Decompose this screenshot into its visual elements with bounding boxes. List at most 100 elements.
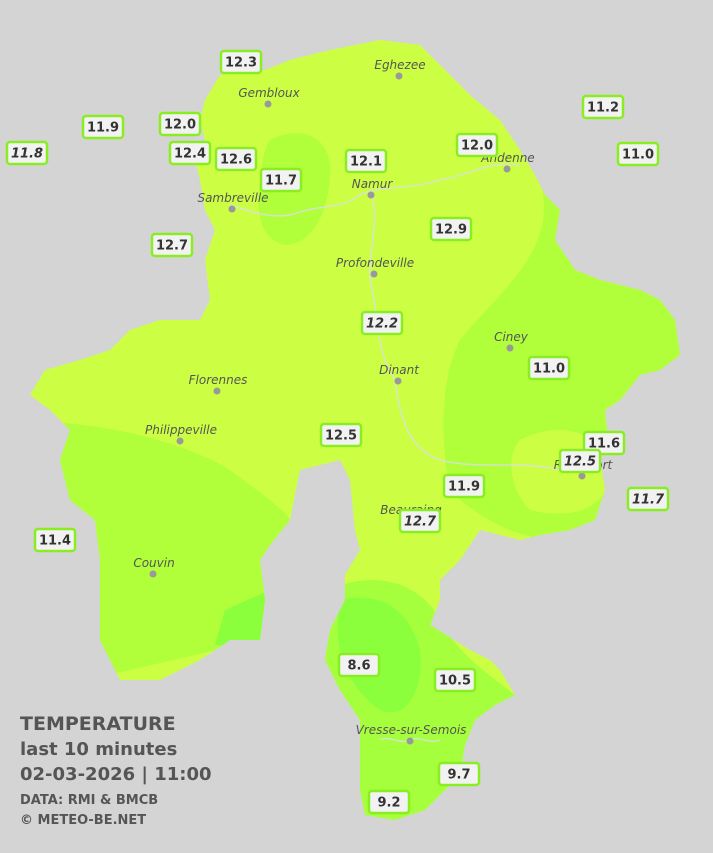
- station: 12.6: [214, 146, 258, 172]
- station-value: 9.7: [447, 768, 470, 783]
- town-dot: [406, 737, 414, 745]
- station-box: [337, 652, 381, 678]
- subtitle: last 10 minutes: [20, 739, 177, 760]
- station: 11.9: [81, 114, 125, 140]
- station-box: [429, 216, 473, 242]
- station-box: [360, 310, 404, 336]
- station: 11.7: [626, 486, 670, 512]
- station-box: [442, 473, 486, 499]
- station-value: 12.4: [174, 147, 206, 162]
- station-box: [367, 789, 411, 815]
- station: 11.2: [581, 94, 625, 120]
- town-dot: [176, 437, 184, 445]
- station-value: 11.4: [39, 534, 71, 549]
- station-box: [158, 111, 202, 137]
- town-label: Ciney: [494, 330, 529, 344]
- town-dot: [395, 72, 403, 80]
- station-box: [150, 232, 194, 258]
- town-dot: [503, 165, 511, 173]
- town-dot: [367, 191, 375, 199]
- station: 12.0: [158, 111, 202, 137]
- station: 11.4: [33, 527, 77, 553]
- station: 10.5: [433, 667, 477, 693]
- station-box: [33, 527, 77, 553]
- station-box: [527, 355, 571, 381]
- station-value: 8.6: [347, 659, 370, 674]
- station: 12.5: [558, 448, 602, 474]
- station: 8.6: [337, 652, 381, 678]
- station-box: [455, 132, 499, 158]
- town-label: Dinant: [379, 363, 420, 377]
- town-dot: [213, 387, 221, 395]
- station-box: [344, 148, 388, 174]
- datetime: 02-03-2026 | 11:00: [20, 764, 212, 785]
- town-label: Profondeville: [336, 256, 414, 270]
- station-value: 11.7: [265, 174, 297, 189]
- town-dot: [394, 377, 402, 385]
- town-label: Philippeville: [145, 423, 217, 437]
- station-value: 9.2: [377, 796, 400, 811]
- station: 11.6: [582, 430, 626, 456]
- station-box: [319, 422, 363, 448]
- station-value: 12.5: [325, 429, 357, 444]
- station-box: [433, 667, 477, 693]
- station-value: 11.7: [632, 493, 665, 508]
- station-box: [558, 448, 602, 474]
- towns: EghezeeGemblouxAndenneNamurSambrevillePr…: [133, 58, 614, 745]
- station-value: 12.3: [225, 56, 257, 71]
- town-label: Vresse-sur-Semois: [356, 723, 467, 737]
- station: 12.2: [360, 310, 404, 336]
- station-box: [219, 49, 263, 75]
- station-box: [259, 167, 303, 193]
- credit: © METEO-BE.NET: [20, 813, 146, 828]
- town-dot: [506, 344, 514, 352]
- station-value: 11.0: [622, 148, 654, 163]
- town-label: Eghezee: [374, 58, 425, 72]
- station: 11.9: [442, 473, 486, 499]
- town-dot: [578, 472, 586, 480]
- station: 9.7: [437, 761, 481, 787]
- zone-cold: [215, 590, 270, 650]
- station-value: 12.2: [366, 317, 398, 332]
- stations: 12.3 11.9 11.8 12.0 12.4 12.6 11.7 12.1 12.0 11.2…: [5, 49, 670, 815]
- station-value: 12.9: [435, 223, 467, 238]
- station-box: [437, 761, 481, 787]
- town-label: Sambreville: [197, 191, 268, 205]
- station-box: [5, 140, 49, 166]
- station-value: 12.5: [564, 455, 596, 470]
- station-box: [582, 430, 626, 456]
- station-value: 12.1: [350, 155, 382, 170]
- station: 12.1: [344, 148, 388, 174]
- station-value: 11.9: [448, 480, 480, 495]
- station: 12.7: [150, 232, 194, 258]
- station: 12.5: [319, 422, 363, 448]
- station-box: [214, 146, 258, 172]
- station: 11.0: [527, 355, 571, 381]
- town-dot: [149, 570, 157, 578]
- station: 12.4: [168, 140, 212, 166]
- station-value: 11.0: [533, 362, 565, 377]
- town-label: Namur: [352, 177, 394, 191]
- station-value: 12.7: [404, 515, 437, 530]
- station: 11.7: [259, 167, 303, 193]
- station-value: 11.6: [588, 437, 620, 452]
- station-value: 12.6: [220, 153, 252, 168]
- station-box: [616, 141, 660, 167]
- station-value: 10.5: [439, 674, 471, 689]
- source: DATA: RMI & BMCB: [20, 793, 158, 808]
- station: 11.0: [616, 141, 660, 167]
- title: TEMPERATURE: [20, 713, 176, 735]
- station: 12.7: [398, 508, 442, 534]
- station-value: 11.9: [87, 121, 119, 136]
- station: 12.3: [219, 49, 263, 75]
- station: 9.2: [367, 789, 411, 815]
- station-value: 11.8: [11, 147, 43, 162]
- station-box: [81, 114, 125, 140]
- station-box: [626, 486, 670, 512]
- station-box: [581, 94, 625, 120]
- station: 11.8: [5, 140, 49, 166]
- legend: TEMPERATURE last 10 minutes 02-03-2026 |…: [20, 713, 212, 828]
- town-label: Gembloux: [238, 86, 300, 100]
- town-dot: [228, 205, 236, 213]
- station-box: [398, 508, 442, 534]
